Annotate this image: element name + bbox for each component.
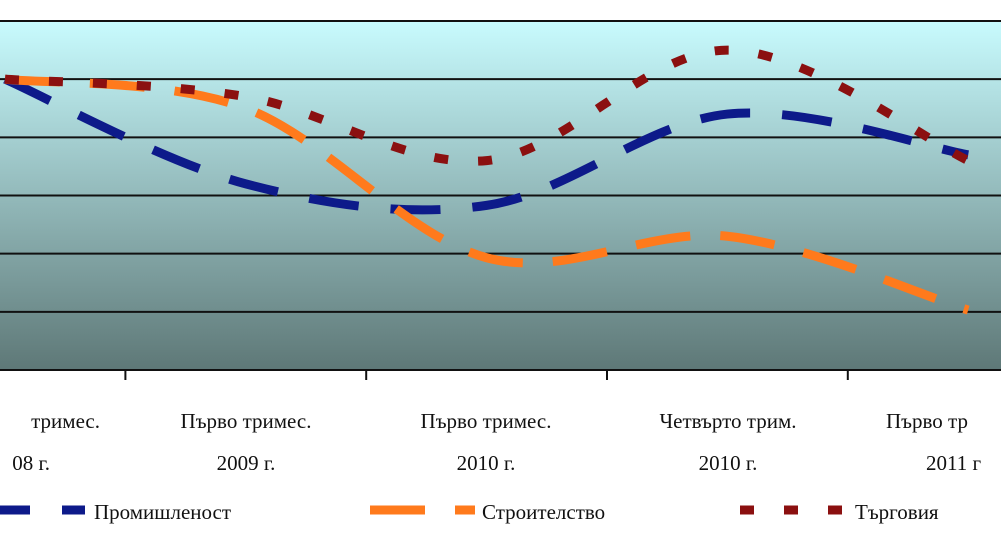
legend-label: Строителство: [482, 500, 605, 524]
x-tick-label: 2010 г.: [457, 451, 516, 475]
x-tick-label: Първо тримес.: [181, 409, 312, 433]
x-tick-label: тримес.: [31, 409, 100, 433]
series-line: [4, 45, 971, 166]
x-tick-label: 08 г.: [12, 451, 50, 475]
x-tick-label: 2010 г.: [699, 451, 758, 475]
legend: Промишленост Строителство Търговия: [0, 500, 939, 524]
x-tick-label: 2009 г.: [217, 451, 276, 475]
x-tick-label: Четвърто трим.: [660, 409, 797, 433]
x-tick-label: 2011 г: [926, 451, 981, 475]
x-tick-label: Първо тримес.: [421, 409, 552, 433]
legend-label: Търговия: [855, 500, 939, 524]
series-line: [4, 74, 970, 315]
x-tick-label: Първо тр: [886, 409, 968, 433]
legend-label: Промишленост: [94, 500, 231, 524]
